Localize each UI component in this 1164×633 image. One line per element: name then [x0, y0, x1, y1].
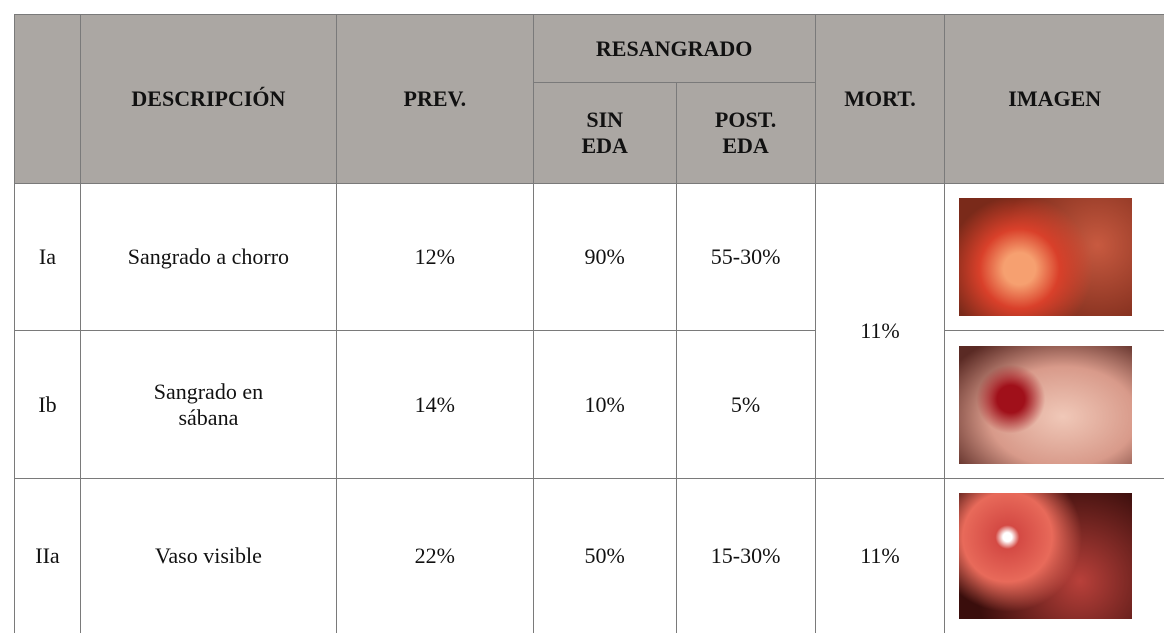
row: Ib Sangrado en sábana 14% 10% 5%	[14, 330, 1164, 479]
header-mort: MORT.	[814, 14, 946, 184]
header-sin-eda: SIN EDA	[532, 82, 677, 184]
header-blank	[14, 14, 81, 184]
header-imagen: IMAGEN	[944, 14, 1164, 184]
cell: 14%	[335, 330, 534, 479]
cell: 50%	[532, 478, 677, 633]
cell: 10%	[532, 330, 677, 479]
cell: Ia	[14, 183, 81, 331]
cell: Ib	[14, 330, 81, 479]
cell: Sangrado a chorro	[79, 183, 337, 331]
row: IIa Vaso visible 22% 50% 15-30% 11%	[14, 478, 1164, 633]
header-text: EDA	[722, 133, 769, 158]
cell: Vaso visible	[79, 478, 337, 633]
header-text: SIN	[586, 107, 624, 132]
image-cell	[944, 478, 1164, 633]
cell: 12%	[335, 183, 534, 331]
cell: 11%	[814, 183, 946, 479]
endoscopy-image	[959, 198, 1133, 316]
header-text: EDA	[581, 133, 628, 158]
image-cell	[944, 330, 1164, 479]
cell: 5%	[675, 330, 816, 479]
header-prev: PREV.	[335, 14, 534, 184]
header-text: POST.	[714, 107, 777, 132]
header-resangrado: RESANGRADO	[532, 14, 816, 83]
cell: 11%	[814, 478, 946, 633]
header-post-eda: POST. EDA	[675, 82, 816, 184]
cell: 55-30%	[675, 183, 816, 331]
cell: Sangrado en sábana	[79, 330, 337, 479]
endoscopy-image	[959, 493, 1133, 619]
image-cell	[944, 183, 1164, 331]
cell: 90%	[532, 183, 677, 331]
data-table: DESCRIPCIÓN PREV. RESANGRADO MORT. IMAGE…	[14, 14, 1164, 633]
row: Ia Sangrado a chorro 12% 90% 55-30% 11%	[14, 183, 1164, 479]
cell: IIa	[14, 478, 81, 633]
cell: 15-30%	[675, 478, 816, 633]
header-description: DESCRIPCIÓN	[79, 14, 337, 184]
endoscopy-image	[959, 345, 1133, 464]
cell: 22%	[335, 478, 534, 633]
